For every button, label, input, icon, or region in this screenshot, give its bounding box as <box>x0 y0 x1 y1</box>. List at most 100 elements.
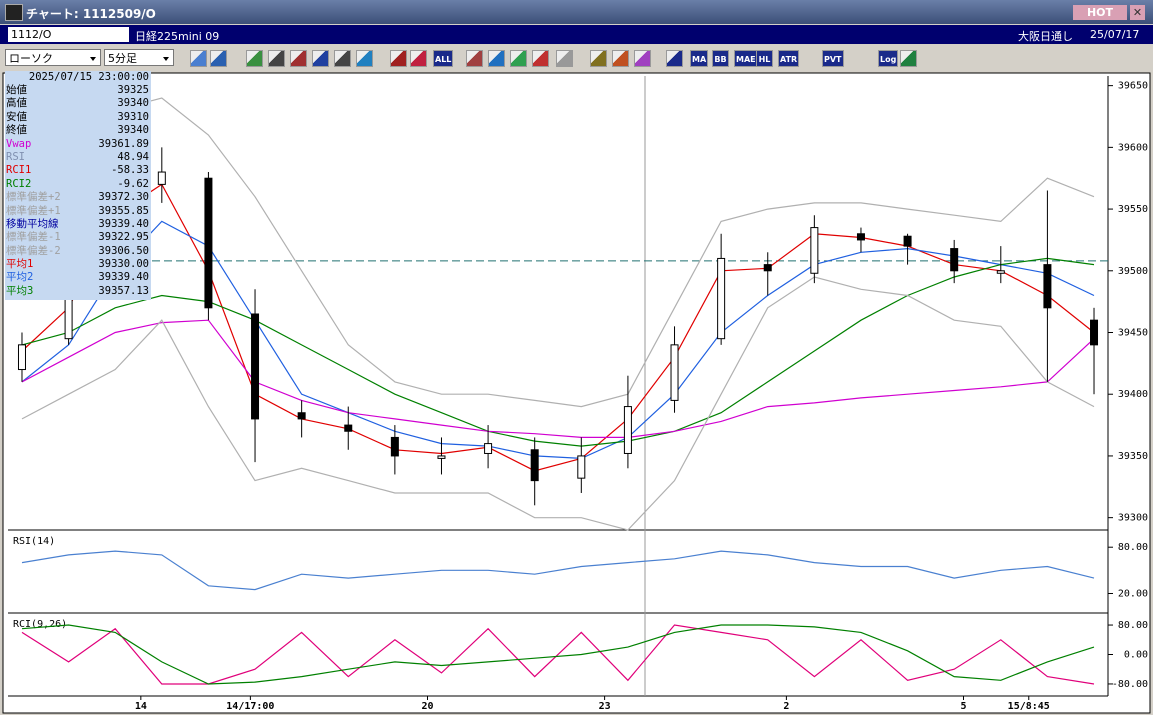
toolbar-icon[interactable] <box>356 50 373 67</box>
toolbar-icon[interactable] <box>334 50 351 67</box>
exchange: 大阪日通し <box>1018 30 1073 43</box>
toolbar-icon[interactable] <box>532 50 549 67</box>
candle-body <box>437 455 446 459</box>
toolbar-icon[interactable] <box>556 50 573 67</box>
candle-body <box>763 264 772 272</box>
toolbar-icon[interactable] <box>312 50 329 67</box>
toolbar-icon[interactable] <box>210 50 227 67</box>
candle-body <box>856 233 865 241</box>
price-line <box>21 276 1095 531</box>
info-label: 安値 <box>6 110 27 123</box>
candle-body <box>251 313 260 420</box>
timeframe-select[interactable]: 5分足 <box>104 49 174 66</box>
toolbar-icon[interactable] <box>390 50 407 67</box>
info-value: 48.94 <box>117 150 149 163</box>
toolbar-icon[interactable] <box>488 50 505 67</box>
symbol-name: 日経225mini 09 <box>135 30 220 43</box>
info-value: -9.62 <box>117 177 149 190</box>
x-tick-label: 2 <box>783 701 789 712</box>
toolbar-button[interactable]: PVT <box>822 50 844 67</box>
toolbar-button[interactable]: Log <box>878 50 899 67</box>
toolbar-button[interactable]: MA <box>690 50 709 67</box>
toolbar-icon[interactable] <box>612 50 629 67</box>
info-label: RCI1 <box>6 164 32 177</box>
title-bar: チャート: 1112509/O HOT ✕ <box>0 0 1153 24</box>
y-tick-label: 20.00 <box>1118 588 1148 599</box>
price-line <box>21 183 1095 472</box>
y-tick-label: 80.00 <box>1118 542 1148 553</box>
info-row: 高値 39340 <box>5 97 151 110</box>
candle-body <box>530 449 539 482</box>
rsi-line <box>21 550 1095 591</box>
toolbar-icon[interactable] <box>268 50 285 67</box>
toolbar-icon[interactable] <box>190 50 207 67</box>
candle-body <box>577 455 586 479</box>
rci-line <box>21 624 1095 685</box>
info-value: 39339.40 <box>98 217 149 230</box>
info-label: 始値 <box>6 84 27 96</box>
info-label: 標準偏差-2 <box>6 244 61 257</box>
info-row: 終値 39340 <box>5 124 151 137</box>
toolbar-button[interactable]: MAE <box>734 50 758 67</box>
y-tick-label: 39550 <box>1118 204 1148 215</box>
x-tick-label: 15/8:45 <box>1008 701 1050 712</box>
x-tick-label: 14/17:00 <box>226 701 274 712</box>
candle-body <box>996 270 1005 274</box>
info-row: 安値 39310 <box>5 111 151 124</box>
toolbar-icon[interactable] <box>634 50 651 67</box>
info-label: 高値 <box>6 97 27 110</box>
chart-type-select[interactable]: ローソク <box>5 49 101 66</box>
info-row: 標準偏差-2 39306.50 <box>5 245 151 258</box>
info-value: 39357.13 <box>98 284 149 297</box>
candle-body <box>717 257 726 340</box>
info-label: 標準偏差+2 <box>6 191 61 204</box>
candle-body <box>903 235 912 247</box>
candle-body <box>1090 319 1099 346</box>
date: 25/07/17 <box>1090 28 1140 41</box>
candle-body <box>670 344 679 401</box>
info-label: 移動平均線 <box>6 217 59 230</box>
info-label: Vwap <box>6 137 32 150</box>
toolbar-icon[interactable] <box>466 50 483 67</box>
toolbar-icon[interactable] <box>590 50 607 67</box>
info-row: 平均1 39330.00 <box>5 258 151 271</box>
info-value: 39340 <box>117 124 149 137</box>
toolbar-button[interactable]: HL <box>756 50 773 67</box>
candle-body <box>950 248 959 272</box>
candle-body <box>344 424 353 432</box>
info-label: 平均3 <box>6 284 34 297</box>
info-row: RCI1 -58.33 <box>5 164 151 177</box>
info-value: 39355.85 <box>98 204 149 217</box>
symbol-input[interactable]: 1112/O <box>8 27 129 42</box>
toolbar-icon[interactable] <box>410 50 427 67</box>
toolbar-icon[interactable] <box>666 50 683 67</box>
x-tick-label: 23 <box>599 701 611 712</box>
info-label: RCI2 <box>6 177 32 190</box>
rsi-label: RSI(14) <box>13 536 55 547</box>
candle-body <box>204 177 213 309</box>
toolbar-icon[interactable] <box>290 50 307 67</box>
info-value: 39322.95 <box>98 231 149 244</box>
candle-body <box>17 344 26 371</box>
toolbar-button[interactable]: ALL <box>433 50 454 67</box>
toolbar-icon[interactable] <box>900 50 917 67</box>
toolbar-button[interactable]: BB <box>712 50 729 67</box>
info-row: 移動平均線 39339.40 <box>5 218 151 231</box>
info-panel: 2025/07/15 23:00:00 始値 39325 高値 39340 安値 3931… <box>5 71 151 300</box>
toolbar-icon[interactable] <box>510 50 527 67</box>
info-value: 39330.00 <box>98 258 149 271</box>
chart-background <box>2 72 1151 714</box>
candle-body <box>157 171 166 185</box>
info-row: RCI2 -9.62 <box>5 178 151 191</box>
toolbar-button[interactable]: ATR <box>778 50 800 67</box>
hot-button[interactable]: HOT <box>1073 5 1127 20</box>
price-line <box>21 220 1095 460</box>
close-button[interactable]: ✕ <box>1130 5 1145 20</box>
info-row: 平均3 39357.13 <box>5 285 151 298</box>
app-icon <box>5 4 23 21</box>
y-tick-label: 39500 <box>1118 266 1148 277</box>
toolbar-icon[interactable] <box>246 50 263 67</box>
candle-body <box>623 406 632 454</box>
y-tick-label: 39300 <box>1118 513 1148 524</box>
